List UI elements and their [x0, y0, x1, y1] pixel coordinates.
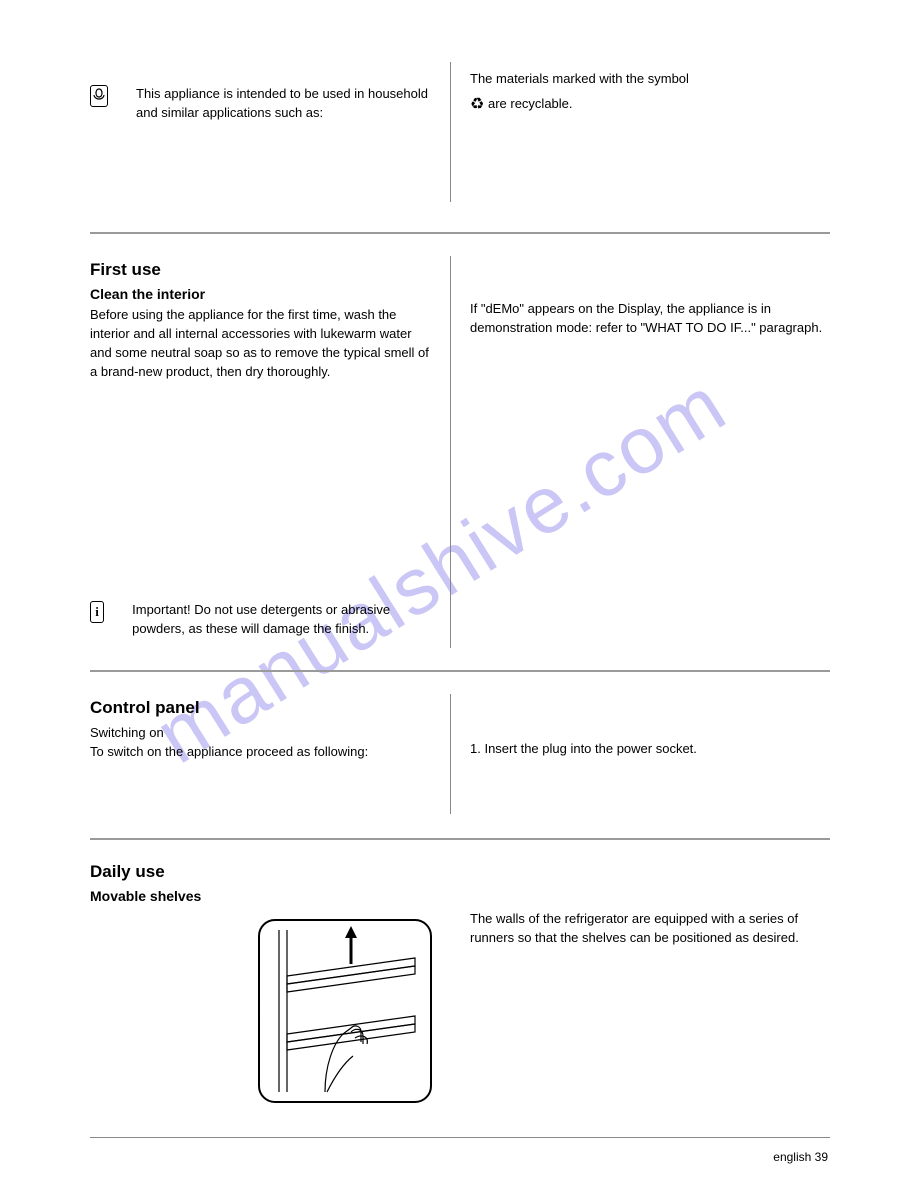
footer-rule [90, 1137, 830, 1138]
plug-step: 1. Insert the plug into the power socket… [470, 740, 825, 759]
vertical-rule-2 [450, 256, 451, 648]
first-use-heading: First use [90, 260, 435, 280]
movable-shelves-heading: Movable shelves [90, 888, 830, 904]
section-rule-2 [90, 670, 830, 672]
switching-on-text: Switching on To switch on the appliance … [90, 724, 435, 762]
important-text: Important! Do not use detergents or abra… [132, 601, 435, 639]
info-icon: i [90, 601, 104, 623]
page-number: english 39 [773, 1150, 828, 1164]
clean-interior-heading: Clean the interior [90, 286, 435, 302]
flower-icon [90, 85, 108, 107]
shelves-body: The walls of the refrigerator are equipp… [470, 910, 825, 948]
first-use-body: Before using the appliance for the first… [90, 306, 435, 381]
vertical-rule-3 [450, 694, 451, 814]
demo-text: If "dEMo" appears on the Display, the ap… [470, 300, 825, 338]
section-rule-3 [90, 838, 830, 840]
recycle-line-1: The materials marked with the symbol [470, 70, 825, 89]
section-rule-1 [90, 232, 830, 234]
recycle-line-2: ♻ are recyclable. [470, 93, 825, 116]
env-text: This appliance is intended to be used in… [136, 85, 435, 123]
recycle-icon: ♻ [470, 93, 484, 116]
daily-use-heading: Daily use [90, 862, 830, 882]
vertical-rule-1 [450, 62, 451, 202]
shelf-diagram [255, 916, 435, 1111]
control-panel-heading: Control panel [90, 698, 435, 718]
